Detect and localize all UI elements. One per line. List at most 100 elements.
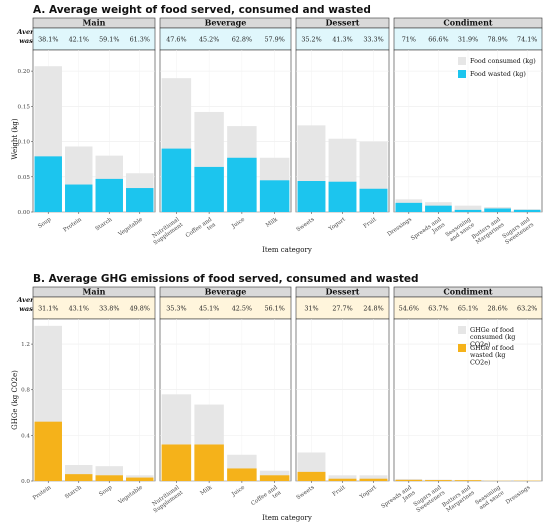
- legend-label-line: CO2e): [470, 340, 490, 348]
- category-label: Yogurt: [358, 484, 378, 501]
- category-label-line: Protein: [62, 217, 83, 234]
- percent-wasted-label: 54.6%: [399, 305, 419, 313]
- category-label: Coffee andtea: [250, 484, 283, 512]
- percent-wasted-label: 57.9%: [264, 36, 284, 44]
- category-label: Milk: [199, 484, 213, 497]
- bar-consumed: [359, 475, 388, 481]
- legend-label-line: Food wasted (kg): [470, 70, 526, 78]
- category-label: Dressings: [387, 217, 414, 238]
- category-label: Juice: [230, 216, 246, 230]
- panel-a-row-label-line1: Average: [16, 28, 46, 36]
- percent-wasted-label: 31.1%: [38, 305, 58, 313]
- percent-wasted-label: 33.8%: [99, 305, 119, 313]
- bar-wasted: [161, 444, 192, 481]
- category-label: Protein: [32, 485, 53, 502]
- category-label-line: Soup: [98, 484, 114, 497]
- percent-wasted-label: 42.5%: [232, 305, 252, 313]
- panel-a-legend: Food consumed (kg) Food wasted (kg): [458, 57, 536, 78]
- percent-wasted-label: 27.7%: [332, 305, 352, 313]
- panel-b-y-axis-title: GHGe (kg CO2e): [11, 370, 19, 430]
- legend-label: GHGe of food consumed (kg CO2e): [470, 326, 515, 348]
- category-label: Soup: [37, 216, 53, 229]
- percent-wasted-label: 59.1%: [99, 36, 119, 44]
- bar-wasted: [65, 184, 93, 212]
- bar-consumed: [484, 480, 511, 481]
- percent-wasted-label: 31%: [304, 305, 318, 313]
- panel-a-facets: 0.00 0.05 0.10 0.15 0.20 Main 38.1% Soup 42.1% Pr…: [18, 18, 543, 247]
- category-label: Dressings: [505, 485, 532, 506]
- panel-b-y-tick-label: 0.0: [21, 479, 30, 485]
- category-label-line: Yogurt: [358, 484, 378, 501]
- percent-wasted-label: 66.6%: [428, 36, 448, 44]
- percent-wasted-label: 24.8%: [363, 305, 383, 313]
- category-label-line: Protein: [32, 485, 53, 502]
- legend-swatch: [458, 344, 466, 352]
- bar-wasted: [425, 480, 452, 481]
- category-label: Starch: [95, 216, 114, 232]
- bar-wasted: [513, 209, 541, 212]
- category-label-line: Fruit: [332, 484, 348, 497]
- legend-label-line: GHGe of food: [470, 344, 514, 352]
- panel-b-facet-condiment: Condiment 54.6% Spreads andJams 63.7% Sugars…: [380, 287, 543, 514]
- category-label-line: Milk: [265, 216, 279, 229]
- bar-wasted: [297, 181, 326, 212]
- category-label: Vegetable: [117, 216, 145, 238]
- category-label: NutritionalSupplement: [149, 484, 185, 514]
- category-label: Milk: [265, 216, 279, 229]
- panel-b-row-label-line1: Average: [16, 296, 46, 304]
- percent-wasted-label: 31.9%: [458, 36, 478, 44]
- category-label: NutritionalSupplement: [149, 216, 185, 246]
- panel-a-y-tick-label: 0.10: [18, 140, 31, 146]
- bar-wasted: [484, 208, 511, 212]
- percent-wasted-label: 65.1%: [458, 305, 478, 313]
- panel-b-x-axis-title: Item category: [262, 514, 312, 522]
- bar-wasted: [126, 477, 154, 481]
- percent-wasted-label: 45.1%: [199, 305, 219, 313]
- bar-wasted: [95, 475, 123, 481]
- panel-b-facet-main: Main 31.1% Protein 43.1% Starch 33.8% Soup 49.8…: [32, 287, 156, 506]
- percent-wasted-label: 63.2%: [517, 305, 537, 313]
- bar-wasted: [328, 478, 357, 481]
- category-label-line: Sweets: [296, 485, 316, 502]
- percent-wasted-label: 74.1%: [517, 36, 537, 44]
- category-label: Seasoningand sauce: [474, 484, 506, 511]
- category-label-line: Dressings: [505, 485, 532, 506]
- percent-wasted-label: 78.9%: [487, 36, 507, 44]
- category-label-line: Vegetable: [117, 216, 145, 238]
- bar-wasted: [454, 480, 482, 481]
- bar-wasted: [194, 166, 224, 212]
- category-label: Protein: [62, 217, 83, 234]
- category-label: Seasoningand sauce: [445, 216, 477, 243]
- category-label: Spreads andJams: [410, 216, 447, 247]
- panel-a-title: A. Average weight of food served, consum…: [33, 4, 371, 16]
- bar-wasted: [395, 479, 423, 481]
- bar-wasted: [454, 209, 482, 212]
- bar-wasted: [34, 156, 62, 212]
- facet-strip-label: Main: [83, 287, 106, 297]
- bar-wasted: [359, 478, 388, 481]
- bar-wasted: [297, 471, 326, 481]
- percent-wasted-label: 41.3%: [332, 36, 352, 44]
- panel-b-y-tick-label: 0.8: [21, 388, 30, 394]
- category-label: Vegetable: [117, 484, 145, 506]
- category-label: Fruit: [332, 484, 348, 497]
- facet-strip-label: Beverage: [205, 287, 247, 297]
- category-label-line: Dressings: [387, 217, 414, 238]
- category-label: Yogurt: [327, 216, 347, 233]
- percent-wasted-label: 56.1%: [264, 305, 284, 313]
- category-label: Sugars andSweeteners: [501, 216, 536, 245]
- legend-label: Food consumed (kg): [470, 57, 536, 65]
- panel-b-facet-beverage: Beverage 35.3% NutritionalSupplement 45.1% M…: [149, 287, 292, 514]
- category-label-line: Sweets: [296, 217, 316, 234]
- panel-a-x-axis-title: Item category: [262, 246, 312, 254]
- bar-wasted: [34, 421, 62, 481]
- percent-wasted-label: 28.6%: [487, 305, 507, 313]
- bar-wasted: [227, 468, 257, 481]
- category-label: Sweets: [296, 217, 316, 234]
- panel-a-y-tick-label: 0.20: [18, 69, 31, 75]
- panel-b-legend: GHGe of food consumed (kg CO2e)GHGe of foo…: [458, 326, 515, 366]
- category-label: Butters andMargarines: [471, 216, 506, 246]
- percent-wasted-label: 71%: [402, 36, 416, 44]
- bar-consumed: [328, 475, 357, 481]
- bar-wasted: [227, 157, 257, 212]
